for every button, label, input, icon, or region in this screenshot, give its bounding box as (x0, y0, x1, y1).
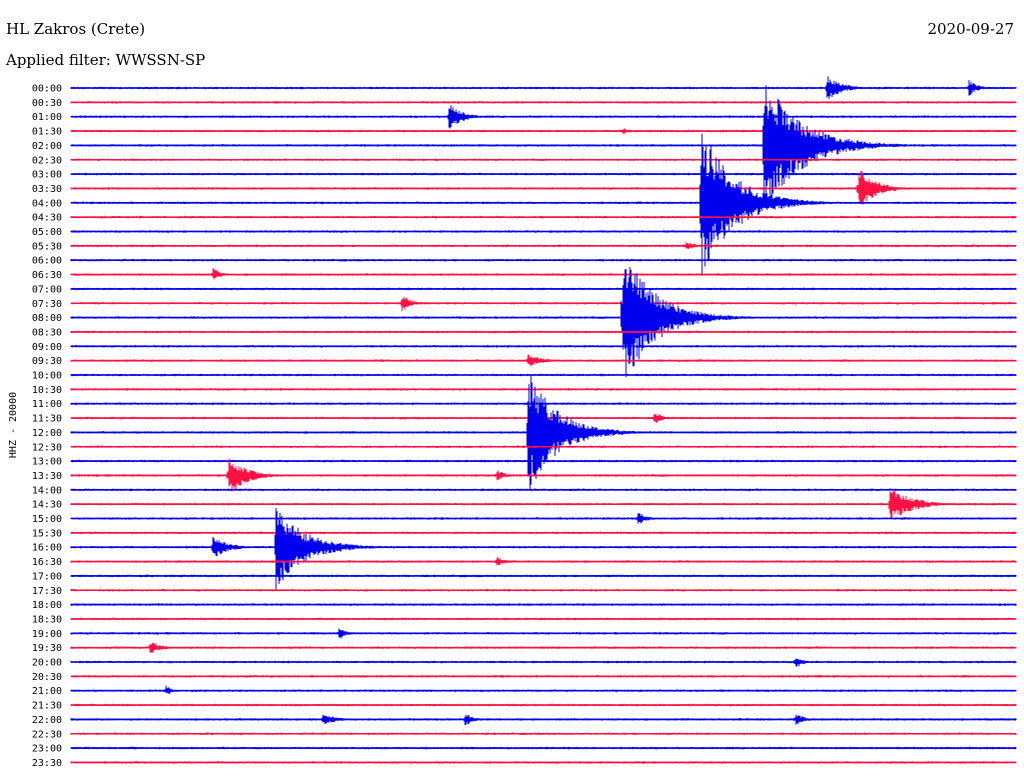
traces (70, 76, 1017, 764)
row-time-label: 03:00 (32, 170, 62, 181)
row-time-label: 20:30 (32, 672, 62, 683)
row-time-label: 08:30 (32, 327, 62, 338)
row-time-label: 05:30 (32, 241, 62, 252)
row-time-label: 20:00 (32, 658, 62, 669)
row-time-label: 11:30 (32, 414, 62, 425)
row-time-label: 08:00 (32, 313, 62, 324)
row-time-label: 10:00 (32, 371, 62, 382)
row-time-label: 07:30 (32, 299, 62, 310)
row-time-label: 15:00 (32, 514, 62, 525)
trace-row (70, 133, 1017, 276)
row-time-label: 13:30 (32, 471, 62, 482)
row-time-label: 01:30 (32, 127, 62, 138)
row-time-label: 21:30 (32, 701, 62, 712)
row-time-label: 04:30 (32, 213, 62, 224)
row-time-label: 18:30 (32, 614, 62, 625)
row-time-label: 14:00 (32, 485, 62, 496)
y-axis-label: HHZ - 20000 (8, 392, 19, 458)
row-time-label: 13:00 (32, 457, 62, 468)
row-time-label: 09:30 (32, 356, 62, 367)
row-time-label: 01:00 (32, 112, 62, 123)
trace-row (70, 490, 1017, 520)
row-time-label: 00:00 (32, 84, 62, 95)
row-time-label: 22:00 (32, 715, 62, 726)
row-time-label: 14:30 (32, 500, 62, 511)
row-time-label: 23:00 (32, 744, 62, 755)
row-time-label: 04:00 (32, 198, 62, 209)
row-time-label: 22:30 (32, 729, 62, 740)
trace-row (70, 685, 1017, 694)
row-time-label: 10:30 (32, 385, 62, 396)
row-time-label: 06:30 (32, 270, 62, 281)
trace-row (70, 508, 1017, 590)
filter-label: Applied filter: WWSSN-SP (6, 51, 206, 69)
row-time-label: 16:00 (32, 543, 62, 554)
trace-row (70, 297, 1017, 312)
row-time-label: 07:00 (32, 284, 62, 295)
row-time-label: 17:00 (32, 571, 62, 582)
row-time-label: 12:30 (32, 442, 62, 453)
row-time-label: 00:30 (32, 98, 62, 109)
row-time-label: 19:30 (32, 643, 62, 654)
row-time-label: 17:30 (32, 586, 62, 597)
row-time-label: 15:30 (32, 528, 62, 539)
row-time-label: 11:00 (32, 399, 62, 410)
row-time-label: 02:30 (32, 155, 62, 166)
row-time-label: 21:00 (32, 686, 62, 697)
row-time-label: 02:00 (32, 141, 62, 152)
record-date: 2020-09-27 (927, 20, 1014, 38)
row-time-label: 16:30 (32, 557, 62, 568)
row-time-label: 23:30 (32, 758, 62, 769)
row-labels: 00:00 00:30 01:00 01:30 02:00 02:30 03:00 03:30… (32, 84, 62, 769)
row-time-label: 18:00 (32, 600, 62, 611)
row-time-label: 06:00 (32, 256, 62, 267)
row-time-label: 19:00 (32, 629, 62, 640)
row-time-label: 09:00 (32, 342, 62, 353)
row-time-label: 12:00 (32, 428, 62, 439)
station-name: HL Zakros (Crete) (6, 20, 146, 38)
row-time-label: 03:30 (32, 184, 62, 195)
row-time-label: 05:00 (32, 227, 62, 238)
